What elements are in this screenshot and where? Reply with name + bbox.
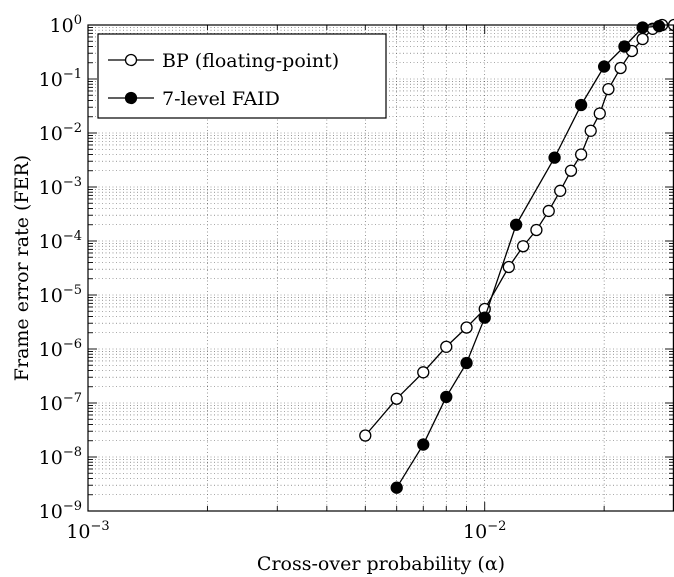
plot-frame bbox=[87, 24, 674, 512]
data-point bbox=[460, 321, 473, 334]
data-point bbox=[359, 429, 372, 442]
series-layer bbox=[359, 18, 674, 494]
data-point bbox=[502, 260, 515, 274]
y-tick-label: 10−7 bbox=[39, 391, 82, 415]
legend-item-faid: 7-level FAID bbox=[108, 88, 280, 110]
series-line bbox=[364, 24, 674, 436]
data-point bbox=[390, 392, 403, 405]
data-point bbox=[593, 107, 606, 120]
x-tick-label: 10−2 bbox=[463, 519, 506, 543]
legend-item-bp: BP (floating-point) bbox=[108, 50, 339, 72]
x-axis-label: Cross-over probability (α) bbox=[257, 553, 505, 575]
data-point bbox=[574, 98, 588, 112]
x-tick-label: 10−3 bbox=[66, 519, 109, 543]
data-point bbox=[460, 356, 473, 370]
data-point bbox=[417, 438, 430, 451]
y-tick-label: 10−6 bbox=[39, 337, 82, 361]
y-tick-label: 10−2 bbox=[39, 121, 82, 145]
series-line bbox=[396, 25, 660, 489]
data-point bbox=[584, 124, 597, 137]
y-tick-label: 10−1 bbox=[39, 67, 82, 91]
y-axis-label: Frame error rate (FER) bbox=[11, 155, 33, 381]
data-point bbox=[390, 481, 403, 494]
data-point bbox=[652, 20, 666, 33]
legend-label-bp: BP (floating-point) bbox=[162, 50, 339, 72]
data-point bbox=[602, 82, 615, 96]
data-point bbox=[636, 21, 649, 34]
data-point bbox=[548, 151, 561, 164]
data-point bbox=[440, 340, 453, 353]
legend: BP (floating-point) 7-level FAID bbox=[97, 33, 387, 119]
data-point bbox=[517, 240, 530, 253]
data-point bbox=[530, 223, 543, 237]
data-point bbox=[574, 148, 588, 161]
data-point bbox=[618, 40, 631, 53]
data-point bbox=[614, 61, 627, 75]
data-point bbox=[597, 60, 611, 73]
legend-marker-filled-circle bbox=[124, 91, 138, 105]
legend-box bbox=[97, 33, 387, 119]
legend-marker-open-circle bbox=[124, 53, 138, 67]
data-point bbox=[554, 184, 567, 197]
data-point bbox=[417, 366, 430, 379]
legend-label-faid: 7-level FAID bbox=[162, 88, 280, 110]
data-point bbox=[564, 164, 578, 177]
y-tick-label: 100 bbox=[50, 13, 82, 37]
data-point bbox=[636, 32, 649, 46]
tick-labels: 10−9 10−8 10−7 10−6 10−5 10−4 10−3 10−2 10−1 100 1… bbox=[39, 13, 507, 543]
y-tick-label: 10−4 bbox=[39, 229, 82, 253]
data-point bbox=[509, 218, 523, 231]
data-point bbox=[542, 204, 555, 218]
data-point bbox=[478, 311, 491, 324]
y-tick-label: 10−9 bbox=[39, 499, 82, 523]
series-faid bbox=[390, 20, 666, 494]
y-tick-label: 10−5 bbox=[39, 283, 82, 307]
data-point bbox=[440, 390, 453, 404]
y-tick-label: 10−3 bbox=[39, 175, 82, 199]
y-tick-label: 10−8 bbox=[39, 445, 82, 469]
